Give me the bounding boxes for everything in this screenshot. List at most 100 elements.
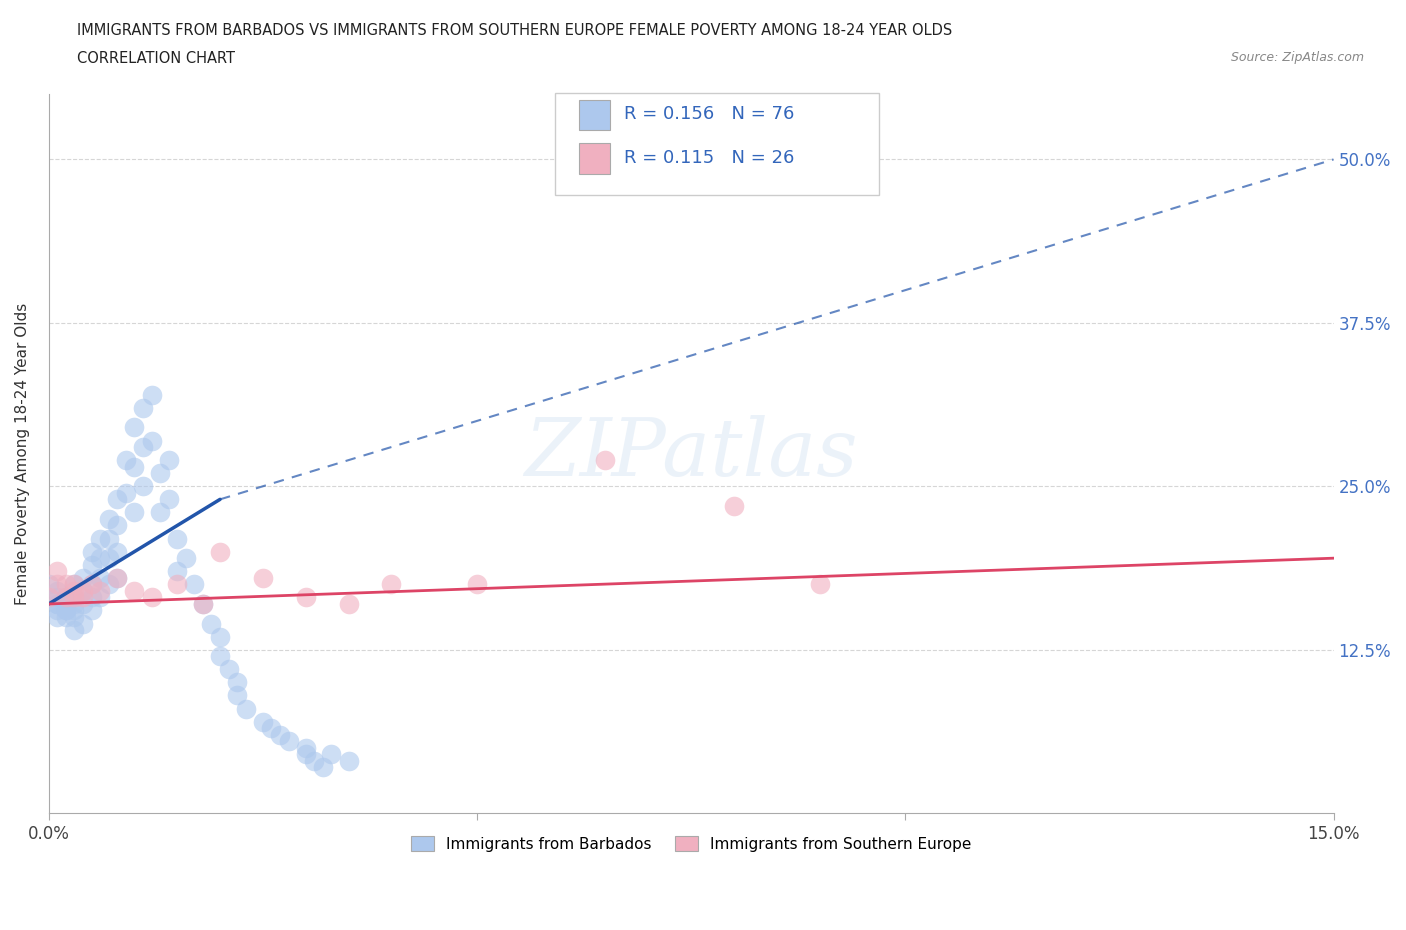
Point <box>191 596 214 611</box>
Point <box>808 577 831 591</box>
Point <box>89 583 111 598</box>
Point <box>465 577 488 591</box>
Point <box>72 596 94 611</box>
Point <box>294 747 316 762</box>
Point <box>723 498 745 513</box>
Point <box>183 577 205 591</box>
Point <box>294 590 316 604</box>
Point <box>105 518 128 533</box>
Point <box>55 577 77 591</box>
Point <box>235 701 257 716</box>
Point <box>260 721 283 736</box>
Point <box>72 590 94 604</box>
Point <box>141 433 163 448</box>
Point <box>63 577 86 591</box>
Point <box>46 596 69 611</box>
Point <box>105 570 128 585</box>
Point <box>72 570 94 585</box>
Point <box>114 485 136 500</box>
Point <box>105 544 128 559</box>
Point <box>132 440 155 455</box>
Point <box>55 590 77 604</box>
Point <box>97 512 120 526</box>
Point <box>46 596 69 611</box>
Point <box>80 577 103 591</box>
Point <box>46 603 69 618</box>
Text: ZIPatlas: ZIPatlas <box>524 415 858 492</box>
Legend: Immigrants from Barbados, Immigrants from Southern Europe: Immigrants from Barbados, Immigrants fro… <box>404 828 979 859</box>
Point <box>294 740 316 755</box>
Text: IMMIGRANTS FROM BARBADOS VS IMMIGRANTS FROM SOUTHERN EUROPE FEMALE POVERTY AMONG: IMMIGRANTS FROM BARBADOS VS IMMIGRANTS F… <box>77 23 953 38</box>
Point <box>312 760 335 775</box>
Point <box>72 583 94 598</box>
Point <box>124 583 146 598</box>
Point <box>63 577 86 591</box>
Point <box>97 551 120 565</box>
Point <box>46 590 69 604</box>
Point <box>595 453 617 468</box>
Point <box>46 583 69 598</box>
Point <box>89 570 111 585</box>
Point <box>124 420 146 435</box>
Point <box>55 590 77 604</box>
Point <box>55 609 77 624</box>
Point <box>166 577 188 591</box>
Point <box>46 609 69 624</box>
Point <box>337 596 360 611</box>
Point <box>55 590 77 604</box>
Point <box>132 401 155 416</box>
Text: R = 0.156   N = 76: R = 0.156 N = 76 <box>624 105 794 123</box>
Point <box>63 590 86 604</box>
Point <box>149 466 172 481</box>
Point <box>97 531 120 546</box>
Point <box>105 492 128 507</box>
Point <box>46 577 69 591</box>
Point <box>63 609 86 624</box>
Point <box>63 603 86 618</box>
Point <box>166 564 188 578</box>
Point <box>132 479 155 494</box>
Point <box>174 551 197 565</box>
Point <box>38 577 60 591</box>
Point <box>72 616 94 631</box>
Point <box>63 623 86 638</box>
Point <box>89 551 111 565</box>
Point <box>89 590 111 604</box>
Point <box>226 688 249 703</box>
Point <box>252 714 274 729</box>
Point <box>157 453 180 468</box>
Point <box>46 564 69 578</box>
Point <box>380 577 402 591</box>
Point <box>80 603 103 618</box>
Point <box>105 570 128 585</box>
Point <box>80 557 103 572</box>
Point <box>97 577 120 591</box>
Point <box>209 649 232 664</box>
Point <box>63 596 86 611</box>
Point <box>63 590 86 604</box>
Point <box>55 603 77 618</box>
Point <box>72 583 94 598</box>
Point <box>191 596 214 611</box>
Point <box>114 453 136 468</box>
Point <box>200 616 222 631</box>
Point <box>269 727 291 742</box>
Point <box>124 459 146 474</box>
Point <box>209 630 232 644</box>
Y-axis label: Female Poverty Among 18-24 Year Olds: Female Poverty Among 18-24 Year Olds <box>15 302 30 604</box>
Point <box>124 505 146 520</box>
Point <box>321 747 343 762</box>
Point <box>89 531 111 546</box>
Point <box>218 662 240 677</box>
Point <box>226 675 249 690</box>
Text: CORRELATION CHART: CORRELATION CHART <box>77 51 235 66</box>
Text: Source: ZipAtlas.com: Source: ZipAtlas.com <box>1230 51 1364 64</box>
Point <box>149 505 172 520</box>
Point <box>337 753 360 768</box>
Point <box>304 753 326 768</box>
Point <box>277 734 299 749</box>
Point <box>209 544 232 559</box>
Point <box>55 603 77 618</box>
Point <box>141 387 163 402</box>
Point <box>80 577 103 591</box>
